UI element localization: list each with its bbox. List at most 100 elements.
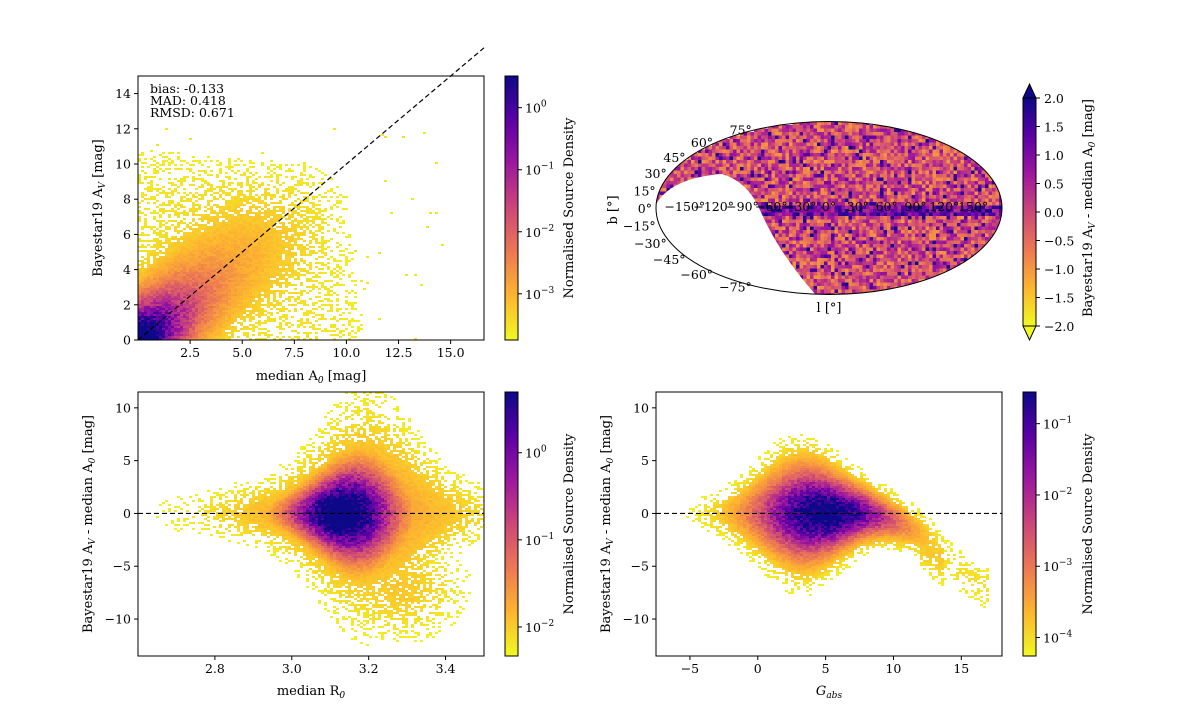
y-tick-label: 2 — [123, 297, 131, 312]
colorbar-tick-label: 10−2 — [525, 619, 554, 635]
latitude-label: 75° — [730, 123, 752, 138]
colorbar-ticks: 100 10−1 10−2 — [518, 445, 554, 635]
y-tick-label: 5 — [641, 453, 649, 468]
colorbar-tick-label: 10−1 — [1043, 416, 1072, 432]
y-tick-label: −10 — [623, 612, 649, 627]
longitude-label: −60° — [755, 199, 788, 214]
latitude-label: 0° — [638, 201, 652, 216]
longitude-label: −90° — [726, 199, 759, 214]
colorbar-ticks: 2.0 1.5 1.0 0.5 0.0 −0.5 −1.0 −1.5 −2.0 — [1036, 91, 1074, 334]
plot-frame — [137, 391, 485, 657]
y-tick-label: −5 — [631, 559, 649, 574]
x-tick-label: 3.4 — [436, 661, 456, 676]
plot-frame — [655, 391, 1003, 657]
colorbar-label: Normalised Source Density — [562, 117, 577, 299]
x-tick-label: 5.0 — [232, 345, 252, 360]
density-heatmap — [686, 434, 989, 608]
colorbar-tick-label: −1.5 — [1044, 291, 1074, 306]
colorbar — [504, 391, 519, 657]
colorbar-tick-label: 10−1 — [525, 162, 554, 178]
y-tick-label: 5 — [123, 453, 131, 468]
latitude-label: 45° — [663, 150, 685, 165]
latitude-label: −75° — [719, 279, 752, 294]
sky-map-panel: −150°−120°−90°−60°−30° 0° 30° 60° 90° 120°150… — [606, 82, 1098, 342]
latitude-label: 30° — [645, 166, 667, 181]
y-tick-label: 0 — [123, 333, 131, 348]
longitude-label: −120° — [693, 199, 734, 214]
colorbar-ticks: 10−1 10−2 10−3 10−4 — [1036, 416, 1072, 646]
colorbar-tick-label: 1.0 — [1044, 148, 1064, 163]
colorbar-label: Normalised Source Density — [1081, 433, 1096, 615]
colorbar — [1022, 97, 1037, 327]
colorbar-tick-label: 10−1 — [525, 532, 554, 548]
x-tick-label: 12.5 — [385, 345, 413, 360]
y-tick-label: 6 — [123, 227, 131, 242]
colorbar-tick-label: −0.5 — [1044, 234, 1074, 249]
colorbar — [504, 75, 519, 341]
y-tick-label: −5 — [113, 559, 131, 574]
x-tick-label: 2.8 — [205, 661, 225, 676]
latitude-labels: 75° 60° 45°30° 15° 0° −15° −30°−45°−60° −75° — [623, 123, 752, 295]
longitude-label: −150° — [665, 199, 706, 214]
x-ticks: 2.8 3.0 3.2 3.4 — [205, 656, 456, 676]
latitude-label: −60° — [680, 267, 713, 282]
x-tick-label: 2.5 — [180, 345, 200, 360]
y-axis-label: Bayestar19 AV - median A0 [mag] — [81, 415, 98, 633]
colorbar-tick-label: 100 — [525, 100, 547, 116]
colorbar-tick-label: 2.0 — [1044, 91, 1064, 106]
colorbar-ticks: 100 10−1 10−2 10−3 — [518, 100, 554, 302]
x-tick-label: 15.0 — [437, 345, 465, 360]
x-tick-label: 3.2 — [359, 661, 379, 676]
y-tick-label: 0 — [123, 506, 131, 521]
map-boundary — [655, 121, 1003, 295]
longitude-label: 60° — [876, 199, 898, 214]
y-tick-label: 4 — [123, 262, 131, 277]
y-tick-label: 12 — [115, 121, 131, 136]
colorbar-label: Normalised Source Density — [562, 433, 577, 615]
identity-line — [137, 47, 485, 341]
x-axis-label: median R0 — [277, 684, 346, 701]
y-tick-label: 8 — [123, 192, 131, 207]
longitude-label: −30° — [784, 199, 817, 214]
colorbar-tick-label: −1.0 — [1044, 262, 1074, 277]
y-axis-label: b [°] — [606, 195, 621, 224]
colorbar — [1022, 391, 1037, 657]
latitude-label: 15° — [634, 183, 656, 198]
longitude-label: 120° — [929, 199, 959, 214]
longitude-label: 150° — [958, 199, 988, 214]
colorbar-extend-min — [1022, 325, 1037, 342]
x-tick-label: 15 — [953, 661, 969, 676]
x-ticks: −5 0 5 10 15 — [681, 656, 969, 676]
rmsd-annotation: RMSD: 0.671 — [150, 105, 235, 120]
x-tick-label: 10 — [885, 661, 901, 676]
colorbar-tick-label: −2.0 — [1044, 319, 1074, 334]
residual-vs-gabs-panel: −5 0 5 10 15 −10 −5 0 5 10 Gabs Bayestar19 AV - … — [599, 391, 1096, 701]
colorbar-tick-label: 100 — [525, 445, 547, 461]
colorbar-tick-label: 1.5 — [1044, 120, 1064, 135]
colorbar-label: Bayestar19 AV - median A0 [mag] — [1081, 99, 1098, 317]
y-tick-label: 10 — [115, 400, 131, 415]
colorbar-extend-max — [1022, 82, 1037, 99]
y-tick-label: 10 — [115, 157, 131, 172]
x-tick-label: 10.0 — [333, 345, 361, 360]
density-heatmap — [138, 128, 444, 340]
x-axis-label: Gabs — [816, 684, 843, 701]
bias-annotation: bias: -0.133 — [150, 81, 224, 96]
residual-vs-r0-panel: 2.8 3.0 3.2 3.4 −10 −5 0 5 10 median R0 Bayesta… — [81, 391, 577, 701]
latitude-label: −45° — [653, 252, 686, 267]
x-ticks: 2.5 5.0 7.5 10.0 12.5 15.0 — [180, 340, 465, 360]
y-tick-label: 0 — [641, 506, 649, 521]
y-ticks: −10 −5 0 5 10 — [623, 400, 656, 627]
latitude-label: 60° — [691, 135, 713, 150]
latitude-label: −30° — [634, 236, 667, 251]
colorbar-tick-label: 10−3 — [525, 286, 554, 302]
longitude-labels: −150°−120°−90°−60°−30° 0° 30° 60° 90° 120°150… — [665, 199, 989, 214]
longitude-label: 90° — [904, 199, 926, 214]
longitude-label: 30° — [847, 199, 869, 214]
plot-frame — [137, 75, 485, 341]
colorbar-tick-label: 0.0 — [1044, 205, 1064, 220]
colorbar-tick-label: 10−2 — [1043, 487, 1072, 503]
y-axis-label: Bayestar19 AV - median A0 [mag] — [599, 415, 616, 633]
colorbar-tick-label: 10−3 — [1043, 558, 1072, 574]
